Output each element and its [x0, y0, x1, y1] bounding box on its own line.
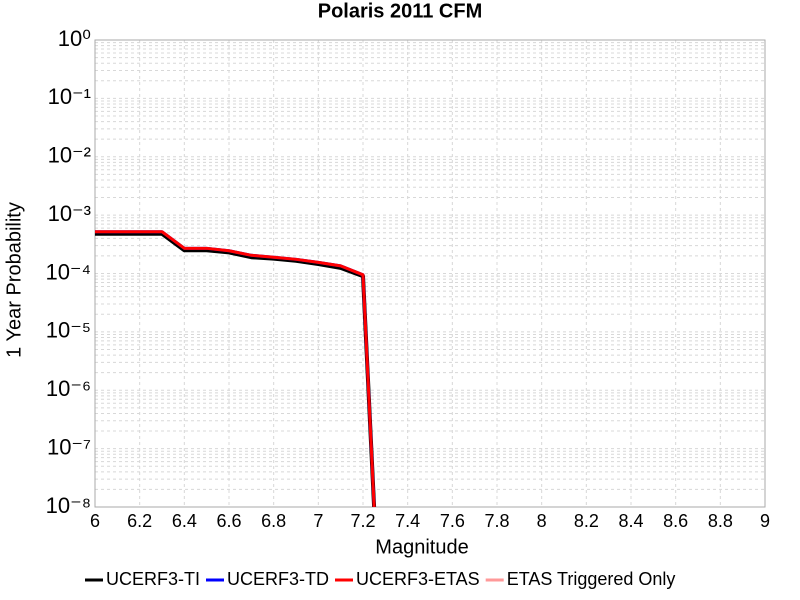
x-axis-label: Magnitude: [375, 536, 468, 558]
x-tick-label: 7.6: [440, 511, 465, 531]
x-tick-label: 6.6: [216, 511, 241, 531]
y-tick-label: 10⁰: [58, 26, 91, 51]
x-tick-label: 6.4: [172, 511, 197, 531]
x-tick-label: 8.6: [663, 511, 688, 531]
y-axis-label: 1 Year Probability: [3, 202, 25, 358]
x-tick-label: 6: [90, 511, 100, 531]
y-tick-label: 10⁻³: [48, 201, 91, 226]
chart-title: Polaris 2011 CFM: [318, 0, 483, 22]
x-tick-label: 9: [760, 511, 770, 531]
x-tick-label: 8: [537, 511, 547, 531]
legend-label: UCERF3-TI: [106, 569, 200, 589]
plot-frame: [94, 39, 766, 508]
x-tick-label: 8.8: [708, 511, 733, 531]
legend-label: UCERF3-ETAS: [356, 569, 480, 589]
x-tick-label: 7.8: [484, 511, 509, 531]
series-line: [95, 231, 377, 507]
y-tick-label: 10⁻⁵: [46, 318, 91, 343]
y-tick-label: 10⁻⁸: [46, 493, 91, 518]
x-tick-label: 8.4: [618, 511, 643, 531]
y-tick-label: 10⁻⁴: [45, 259, 91, 284]
x-tick-label: 6.8: [261, 511, 286, 531]
y-tick-label: 10⁻⁷: [47, 434, 91, 459]
y-tick-label: 10⁻²: [48, 143, 91, 168]
y-tick-label: 10⁻⁶: [46, 376, 91, 401]
legend-label: ETAS Triggered Only: [507, 569, 676, 589]
x-tick-label: 8.2: [574, 511, 599, 531]
x-tick-label: 7.2: [350, 511, 375, 531]
x-tick-label: 7: [313, 511, 323, 531]
series-line: [95, 230, 376, 507]
plot-area: [95, 230, 377, 507]
x-tick-label: 6.2: [127, 511, 152, 531]
x-tick-label: 7.4: [395, 511, 420, 531]
legend-label: UCERF3-TD: [227, 569, 329, 589]
y-tick-label: 10⁻¹: [48, 84, 91, 109]
